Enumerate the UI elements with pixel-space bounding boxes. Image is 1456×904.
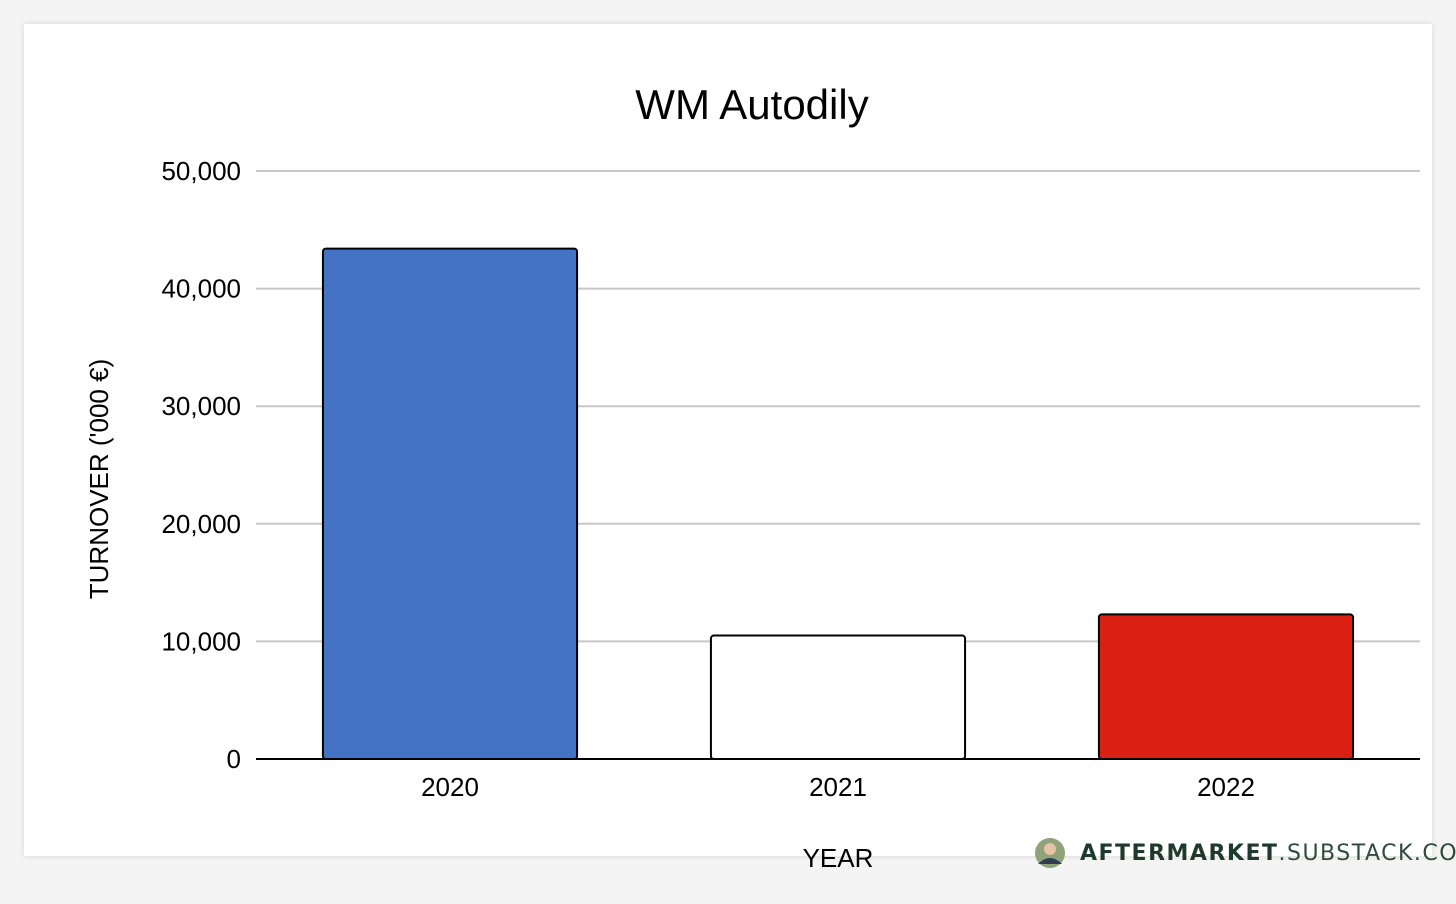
x-tick-label: 2020	[421, 772, 479, 802]
watermark-text: AFTERMARKET.SUBSTACK.COM	[1080, 841, 1456, 866]
y-tick-label: 40,000	[161, 274, 241, 304]
x-tick-labels: 2020 2021 2022	[421, 772, 1255, 802]
bar-2022	[1097, 613, 1355, 760]
watermark: AFTERMARKET.SUBSTACK.COM	[1035, 838, 1456, 868]
y-tick-label: 10,000	[161, 626, 241, 656]
bar-2021	[709, 634, 967, 761]
bars	[321, 247, 1355, 761]
x-axis-label: YEAR	[803, 843, 874, 873]
x-tick-label: 2021	[809, 772, 867, 802]
bar-2020	[321, 247, 579, 760]
y-tick-label: 50,000	[161, 156, 241, 186]
watermark-domain: .SUBSTACK.COM	[1278, 841, 1456, 866]
chart-title: WM Autodily	[635, 81, 868, 128]
y-axis-label: TURNOVER ('000 €)	[84, 359, 114, 599]
author-avatar	[1035, 838, 1065, 868]
chart-card: WM Autodily 0 10,000 20,000 30,000 40,000 50,…	[24, 24, 1456, 873]
x-tick-label: 2022	[1197, 772, 1255, 802]
watermark-brand: AFTERMARKET	[1080, 841, 1278, 866]
y-tick-label: 0	[227, 744, 241, 774]
y-tick-labels: 0 10,000 20,000 30,000 40,000 50,000	[161, 156, 241, 774]
bar-chart: WM Autodily 0 10,000 20,000 30,000 40,000 50,…	[84, 81, 1456, 873]
y-tick-label: 20,000	[161, 509, 241, 539]
y-tick-label: 30,000	[161, 391, 241, 421]
